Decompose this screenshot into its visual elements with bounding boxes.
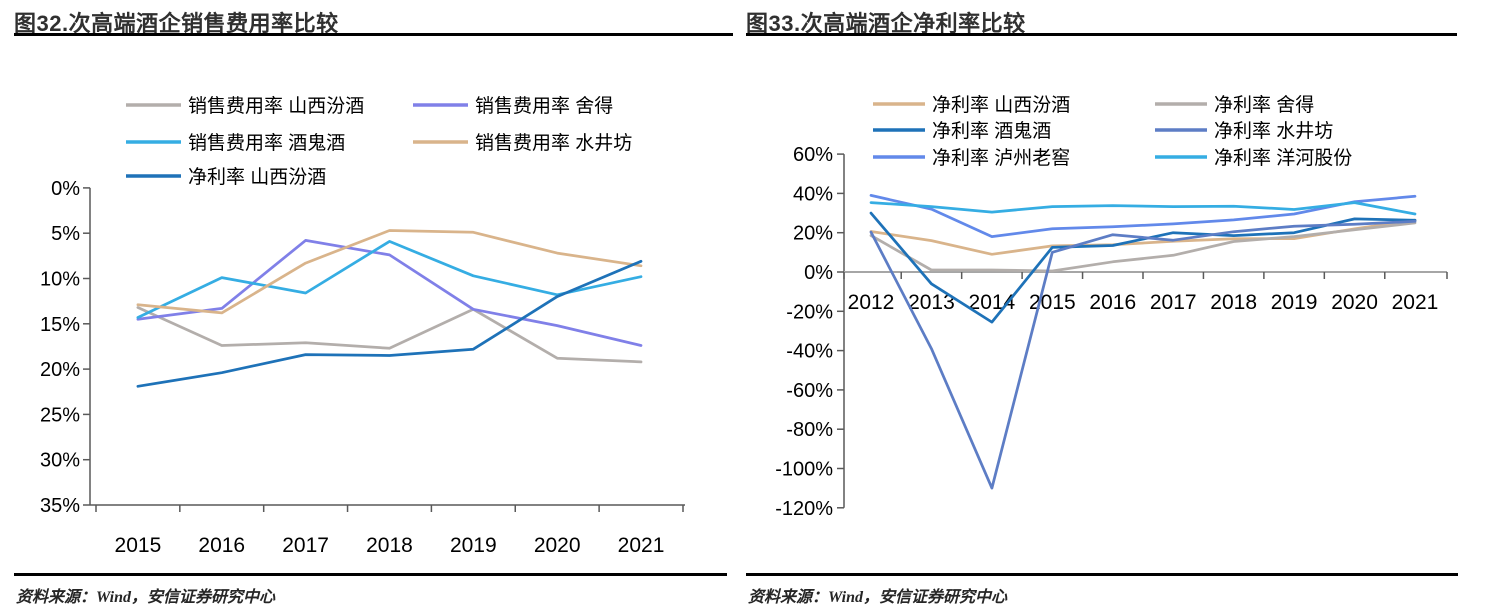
figure-32-footer-rule (14, 573, 727, 576)
series-line (869, 221, 1417, 273)
figure-33-title: 图33.次高端酒企净利率比较 (746, 11, 1026, 36)
x-tick-label: 2018 (366, 534, 413, 557)
y-tick-label: 10% (40, 269, 80, 291)
legend-label: 净利率 泸州老窖 (932, 147, 1070, 169)
x-tick-label: 2019 (1271, 291, 1318, 314)
legend-label: 净利率 洋河股份 (1214, 147, 1352, 169)
x-tick-label: 2021 (1392, 291, 1439, 314)
x-tick-label: 2020 (534, 534, 581, 557)
series-line (136, 229, 643, 315)
y-tick-label: 0% (804, 262, 833, 284)
legend-item: 净利率 水井坊 (1155, 120, 1333, 142)
legend-label: 销售费用率 水井坊 (475, 132, 632, 154)
legend-item: 销售费用率 舍得 (413, 95, 613, 117)
y-tick-label: -80% (786, 419, 833, 441)
legend-label: 净利率 酒鬼酒 (932, 120, 1051, 142)
y-tick-label: 35% (40, 495, 80, 517)
series-line (869, 201, 1417, 216)
y-tick-label: 25% (40, 404, 80, 426)
legend-item: 净利率 舍得 (1155, 94, 1314, 116)
x-tick-label: 2017 (1150, 291, 1197, 314)
legend-label: 销售费用率 舍得 (475, 95, 613, 117)
figure-33-source-note: 资料来源：Wind，安信证券研究中心 (748, 589, 1007, 606)
y-tick-label: -100% (775, 459, 833, 481)
figure-32-title-underline (14, 33, 733, 36)
legend-item: 销售费用率 水井坊 (413, 132, 632, 154)
series-line (136, 240, 643, 319)
legend-label: 净利率 水井坊 (1214, 120, 1333, 142)
y-tick-label: -20% (786, 301, 833, 323)
legend-item: 净利率 泸州老窖 (873, 147, 1070, 169)
y-tick-label: -120% (775, 498, 833, 520)
x-tick-label: 2013 (908, 291, 955, 314)
y-tick-label: 5% (51, 223, 80, 245)
y-axis: 0% 5% 10% 15% 20% 25% 30% 35% (40, 178, 91, 517)
y-tick-label: 20% (40, 359, 80, 381)
x-tick-label: 2016 (1089, 291, 1136, 314)
y-tick-label: 15% (40, 314, 80, 336)
figure-32-title: 图32.次高端酒企销售费用率比较 (14, 11, 339, 36)
series-line (136, 239, 643, 347)
legend-item: 净利率 酒鬼酒 (873, 120, 1051, 142)
series-line (136, 259, 643, 388)
x-axis-ticks (95, 505, 684, 512)
legend-label: 销售费用率 山西汾酒 (188, 95, 364, 117)
x-tick-label: 2015 (115, 534, 162, 557)
figure-32: 图32.次高端酒企销售费用率比较 0% 5% 10% 15% 20% 25% 30% 35% 2… (14, 11, 733, 606)
y-tick-label: 30% (40, 450, 80, 472)
legend-item: 销售费用率 山西汾酒 (126, 95, 364, 117)
x-tick-label: 2019 (450, 534, 497, 557)
series-line (136, 306, 643, 364)
series-line (869, 194, 1417, 238)
x-tick-label: 2017 (282, 534, 329, 557)
legend-item: 净利率 洋河股份 (1155, 147, 1352, 169)
y-tick-label: -40% (786, 341, 833, 363)
series-line (869, 219, 1417, 490)
x-tick-label: 2021 (618, 534, 665, 557)
legend-item: 净利率 山西汾酒 (126, 166, 326, 188)
legend-label: 净利率 舍得 (1214, 94, 1314, 116)
y-axis: 60% 40% 20% 0% -20% -40% -60% -80% -100% -120% (775, 144, 845, 520)
figure-33-footer-rule (746, 573, 1458, 576)
x-axis-ticks (843, 272, 1448, 279)
legend-label: 销售费用率 酒鬼酒 (188, 132, 345, 154)
legend-item: 净利率 山西汾酒 (873, 94, 1070, 116)
y-tick-label: 0% (51, 178, 80, 200)
x-tick-label: 2012 (848, 291, 895, 314)
figure-33-title-underline (746, 33, 1457, 36)
figure-33-line-chart: 60% 40% 20% 0% -20% -40% -60% -80% -100% -120% 201… (775, 94, 1448, 520)
figure-32-line-chart: 0% 5% 10% 15% 20% 25% 30% 35% 2015 2016 2017 2018 20… (40, 95, 685, 557)
y-tick-label: 60% (793, 144, 833, 166)
y-tick-label: 40% (793, 183, 833, 205)
legend-label: 净利率 山西汾酒 (932, 94, 1070, 116)
y-tick-label: 20% (793, 223, 833, 245)
x-tick-label: 2020 (1331, 291, 1378, 314)
y-tick-label: -60% (786, 380, 833, 402)
x-tick-label: 2018 (1210, 291, 1257, 314)
legend-label: 净利率 山西汾酒 (188, 166, 326, 188)
legend-item: 销售费用率 酒鬼酒 (126, 132, 345, 154)
x-tick-label: 2016 (198, 534, 245, 557)
figure-32-source-note: 资料来源：Wind，安信证券研究中心 (16, 589, 275, 606)
figure-33: 图33.次高端酒企净利率比较 60% 40% 20% 0% -20% -40% -60% -8… (745, 0, 1492, 616)
